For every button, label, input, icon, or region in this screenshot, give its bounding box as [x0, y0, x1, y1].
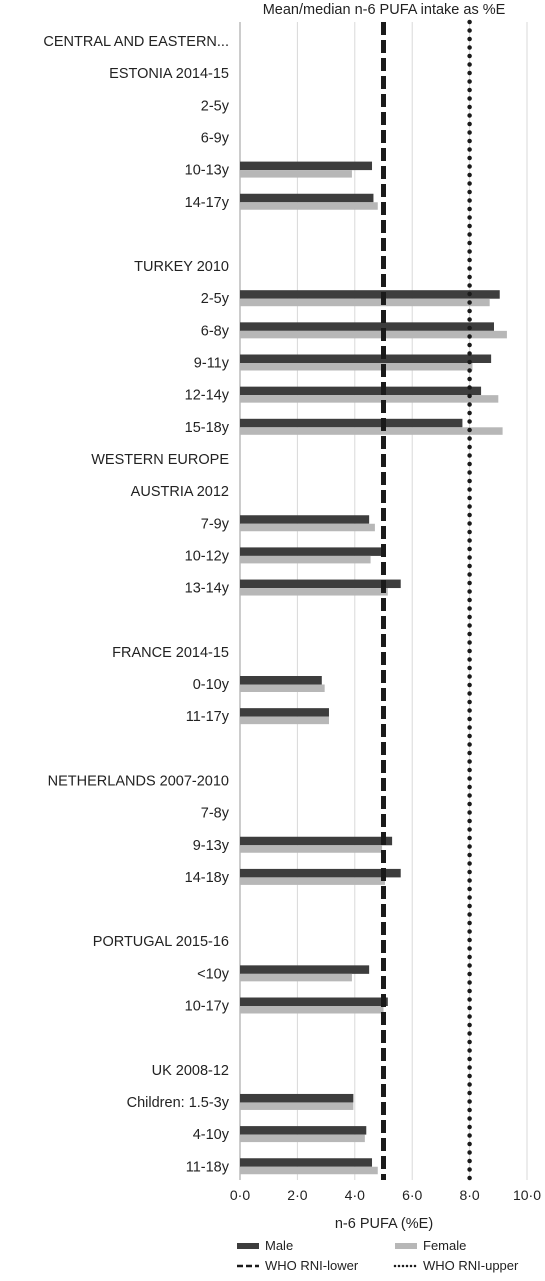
bar-female	[240, 877, 385, 885]
bar-female	[240, 716, 329, 725]
row-label: 9-11y	[194, 356, 230, 372]
bar-female	[240, 170, 352, 178]
bar-female	[240, 1102, 354, 1110]
bar-male	[240, 386, 482, 396]
bar-female	[240, 298, 490, 307]
row-label: UK 2008-12	[152, 1063, 229, 1079]
bar-female	[240, 363, 473, 371]
legend-male-swatch	[237, 1243, 259, 1249]
row-label: 7-9y	[201, 516, 230, 532]
row-label: <10y	[197, 966, 230, 982]
row-label: TURKEY 2010	[134, 259, 229, 275]
row-label: Children: 1.5-3y	[127, 1095, 230, 1111]
x-tick-label: 2·0	[287, 1187, 307, 1203]
row-label: 15-18y	[185, 420, 230, 436]
row-label: 2-5y	[201, 291, 230, 307]
bar-male	[240, 676, 322, 685]
row-label: 12-14y	[185, 388, 230, 404]
row-label: 11-17y	[186, 709, 230, 725]
row-label: 6-8y	[201, 323, 230, 339]
bar-female	[240, 1166, 378, 1175]
row-label: 9-13y	[193, 838, 230, 854]
bar-female	[240, 684, 325, 692]
row-label: NETHERLANDS 2007-2010	[48, 773, 229, 789]
bar-male	[240, 836, 393, 846]
bar-male	[240, 161, 373, 171]
legend-male-label: Male	[265, 1238, 293, 1253]
row-label: 6-9y	[201, 130, 230, 146]
bar-male	[240, 997, 388, 1006]
bar-male	[240, 354, 492, 363]
bar-female	[240, 330, 507, 339]
bar-male	[240, 515, 370, 524]
bar-female	[240, 202, 378, 210]
legend-female-label: Female	[423, 1238, 466, 1253]
bar-male	[240, 708, 329, 717]
legend-rni-lower-label: WHO RNI-lower	[265, 1258, 359, 1273]
bar-male	[240, 579, 401, 589]
bar-male	[240, 193, 374, 203]
bar-female	[240, 973, 352, 982]
row-label: 14-18y	[185, 870, 230, 886]
bar-female	[240, 588, 388, 596]
row-label: 0-10y	[193, 677, 230, 693]
x-tick-label: 10·0	[513, 1187, 541, 1203]
row-label: 11-18y	[186, 1159, 230, 1175]
bar-female	[240, 523, 375, 532]
row-label: 13-14y	[185, 581, 230, 597]
row-label: 10-17y	[185, 999, 230, 1015]
bar-male	[240, 547, 385, 556]
x-tick-label: 0·0	[230, 1187, 250, 1203]
bar-female	[240, 1134, 365, 1143]
x-tick-label: 4·0	[345, 1187, 365, 1203]
row-label: 10-12y	[185, 548, 230, 564]
bar-male	[240, 868, 401, 878]
row-label: ESTONIA 2014-15	[109, 66, 229, 82]
bar-female	[240, 395, 499, 403]
row-label: PORTUGAL 2015-16	[93, 934, 229, 950]
row-label: CENTRAL AND EASTERN...	[43, 34, 229, 50]
bar-male	[240, 1093, 354, 1103]
chart-title: Mean/median n-6 PUFA intake as %E	[263, 2, 506, 18]
legend-female-swatch	[395, 1243, 417, 1249]
row-label: AUSTRIA 2012	[131, 484, 229, 500]
bar-male	[240, 418, 463, 428]
bar-male	[240, 1126, 367, 1135]
x-tick-label: 8·0	[459, 1187, 479, 1203]
bar-female	[240, 845, 383, 853]
row-label: 10-13y	[185, 163, 230, 179]
legend-rni-upper-label: WHO RNI-upper	[423, 1258, 519, 1273]
row-label: 14-17y	[185, 195, 230, 211]
bar-male	[240, 965, 370, 974]
bar-male	[240, 290, 500, 299]
bar-female	[240, 427, 503, 435]
row-label: 4-10y	[193, 1127, 230, 1143]
row-label: FRANCE 2014-15	[112, 645, 229, 661]
bar-female	[240, 1006, 384, 1014]
bar-male	[240, 1158, 373, 1167]
x-axis-label: n-6 PUFA (%E)	[335, 1216, 433, 1232]
bar-female	[240, 555, 371, 564]
row-label: WESTERN EUROPE	[91, 452, 229, 468]
row-label: 7-8y	[201, 806, 230, 822]
x-tick-label: 6·0	[402, 1187, 422, 1203]
bar-male	[240, 322, 494, 331]
row-label: 2-5y	[201, 98, 230, 114]
